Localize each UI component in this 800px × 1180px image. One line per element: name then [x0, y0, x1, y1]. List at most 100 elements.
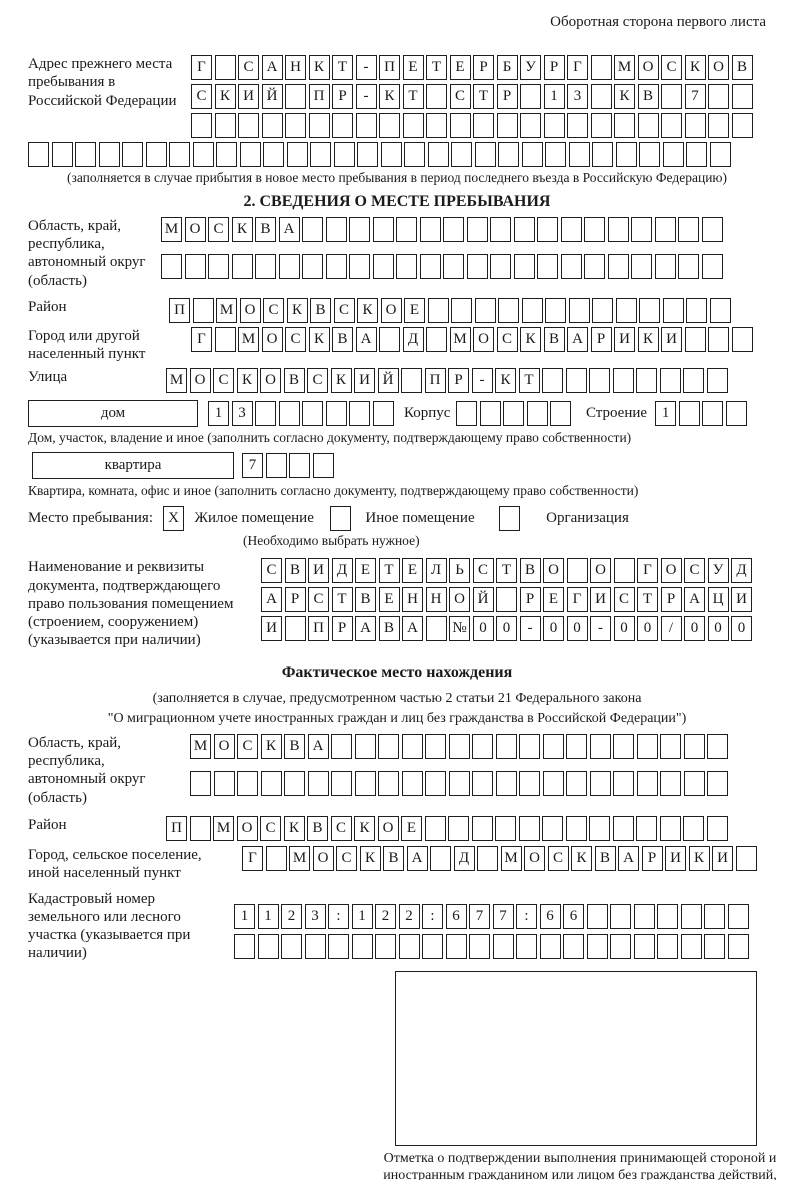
- char-cell[interactable]: М: [289, 845, 310, 871]
- char-cell[interactable]: Г: [191, 55, 212, 80]
- char-cell[interactable]: [419, 253, 441, 279]
- char-cell[interactable]: [302, 253, 323, 279]
- char-cell[interactable]: [659, 367, 681, 393]
- char-cell[interactable]: О: [524, 845, 545, 871]
- char-cell[interactable]: [234, 933, 255, 959]
- char-cell[interactable]: М: [166, 367, 187, 393]
- char-cell[interactable]: [537, 253, 558, 279]
- char-cell[interactable]: В: [543, 327, 565, 353]
- char-cell[interactable]: [425, 733, 446, 759]
- char-cell[interactable]: М: [216, 298, 237, 324]
- char-cell[interactable]: А: [261, 587, 282, 613]
- char-cell[interactable]: 1: [543, 84, 565, 109]
- char-cell[interactable]: -: [519, 616, 541, 642]
- char-cell[interactable]: [191, 113, 212, 138]
- char-cell[interactable]: [586, 903, 608, 929]
- char-cell[interactable]: [238, 113, 259, 138]
- char-cell[interactable]: О: [239, 298, 261, 324]
- char-cell[interactable]: [614, 113, 635, 138]
- char-cell[interactable]: П: [379, 55, 400, 80]
- char-cell[interactable]: [278, 253, 300, 279]
- char-cell[interactable]: [375, 933, 396, 959]
- char-cell[interactable]: [731, 327, 753, 353]
- char-cell[interactable]: [466, 216, 488, 242]
- char-cell[interactable]: [592, 298, 613, 324]
- char-cell[interactable]: [568, 298, 590, 324]
- char-cell[interactable]: [519, 733, 540, 759]
- char-cell[interactable]: Т: [402, 84, 424, 109]
- char-cell[interactable]: 3: [567, 84, 588, 109]
- char-cell[interactable]: [260, 770, 282, 796]
- char-cell[interactable]: [332, 113, 353, 138]
- char-cell[interactable]: 7: [469, 903, 490, 929]
- char-cell[interactable]: [213, 770, 235, 796]
- char-cell[interactable]: [584, 253, 605, 279]
- char-cell[interactable]: [328, 933, 349, 959]
- char-cell[interactable]: [379, 327, 400, 353]
- char-cell[interactable]: У: [520, 55, 541, 80]
- char-cell[interactable]: [543, 113, 565, 138]
- char-cell[interactable]: [472, 733, 493, 759]
- char-cell[interactable]: [372, 253, 394, 279]
- char-cell[interactable]: А: [355, 616, 376, 642]
- char-cell[interactable]: А: [567, 327, 588, 353]
- char-cell[interactable]: [545, 142, 566, 167]
- char-cell[interactable]: [419, 216, 441, 242]
- char-cell[interactable]: П: [308, 616, 329, 642]
- char-cell[interactable]: [513, 216, 535, 242]
- char-cell[interactable]: 1: [351, 903, 373, 929]
- char-cell[interactable]: П: [424, 367, 446, 393]
- char-cell[interactable]: [565, 815, 587, 841]
- char-cell[interactable]: К: [286, 298, 308, 324]
- char-cell[interactable]: [190, 770, 211, 796]
- char-cell[interactable]: М: [161, 216, 182, 242]
- char-cell[interactable]: 6: [539, 903, 561, 929]
- char-cell[interactable]: [613, 733, 634, 759]
- char-cell[interactable]: [312, 452, 334, 478]
- char-cell[interactable]: Ь: [449, 558, 470, 584]
- char-cell[interactable]: Р: [496, 84, 518, 109]
- char-cell[interactable]: [706, 367, 728, 393]
- char-cell[interactable]: №: [449, 616, 470, 642]
- char-cell[interactable]: О: [236, 815, 258, 841]
- char-cell[interactable]: [473, 113, 494, 138]
- char-cell[interactable]: О: [213, 733, 235, 759]
- char-cell[interactable]: Й: [472, 587, 494, 613]
- char-cell[interactable]: 1: [257, 903, 279, 929]
- char-cell[interactable]: Е: [355, 558, 376, 584]
- char-cell[interactable]: Р: [331, 616, 353, 642]
- char-cell[interactable]: М: [614, 55, 635, 80]
- char-cell[interactable]: О: [377, 815, 399, 841]
- char-cell[interactable]: Г: [566, 587, 588, 613]
- char-cell[interactable]: [284, 616, 306, 642]
- char-cell[interactable]: Р: [641, 845, 663, 871]
- char-cell[interactable]: У: [707, 558, 729, 584]
- char-cell[interactable]: [426, 327, 447, 353]
- char-cell[interactable]: :: [328, 903, 349, 929]
- char-cell[interactable]: Д: [331, 558, 353, 584]
- char-cell[interactable]: К: [495, 367, 516, 393]
- char-cell[interactable]: И: [354, 367, 375, 393]
- char-cell[interactable]: [265, 845, 287, 871]
- char-cell[interactable]: [639, 142, 660, 167]
- char-cell[interactable]: С: [330, 815, 352, 841]
- char-cell[interactable]: И: [712, 845, 733, 871]
- char-cell[interactable]: [727, 933, 749, 959]
- char-cell[interactable]: [589, 770, 611, 796]
- char-cell[interactable]: [479, 400, 501, 426]
- char-cell[interactable]: [448, 733, 470, 759]
- char-cell[interactable]: 1: [208, 400, 229, 426]
- stay-type-checkbox-organization[interactable]: [498, 506, 523, 532]
- char-cell[interactable]: [310, 142, 331, 167]
- char-cell[interactable]: В: [284, 558, 306, 584]
- char-cell[interactable]: 6: [563, 903, 584, 929]
- char-cell[interactable]: [496, 587, 517, 613]
- char-cell[interactable]: [122, 142, 143, 167]
- char-cell[interactable]: А: [406, 845, 428, 871]
- char-cell[interactable]: [448, 815, 469, 841]
- char-cell[interactable]: К: [308, 327, 330, 353]
- char-cell[interactable]: 1: [234, 903, 255, 929]
- char-cell[interactable]: Е: [402, 558, 423, 584]
- char-cell[interactable]: [680, 933, 702, 959]
- char-cell[interactable]: [657, 903, 678, 929]
